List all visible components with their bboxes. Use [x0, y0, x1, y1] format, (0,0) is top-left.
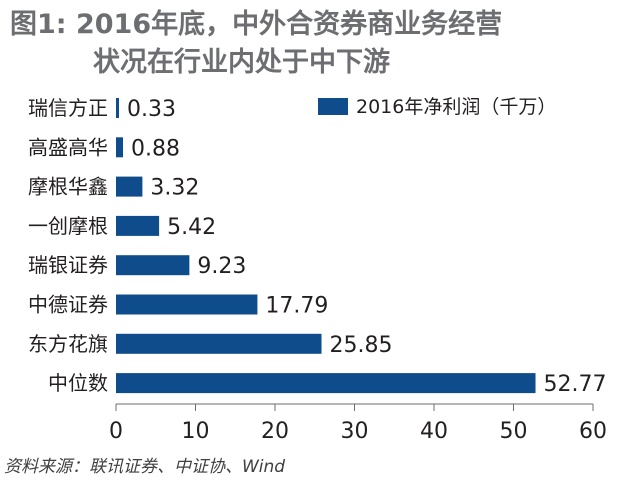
data-label: 0.88	[131, 136, 180, 161]
category-label: 中位数	[48, 371, 108, 395]
category-label: 摩根华鑫	[28, 175, 108, 199]
category-label: 一创摩根	[28, 214, 108, 238]
data-label: 5.42	[167, 215, 216, 240]
bar	[116, 98, 119, 118]
bar	[116, 215, 160, 236]
x-tick-label: 40	[420, 419, 448, 444]
data-label: 17.79	[265, 294, 328, 319]
x-tick-label: 50	[500, 419, 528, 444]
category-label: 东方花旗	[28, 332, 108, 356]
title-line-2: 状况在行业内处于中下游	[93, 47, 390, 78]
data-label: 3.32	[150, 176, 199, 201]
data-label: 0.33	[127, 97, 176, 122]
data-label: 25.85	[330, 333, 393, 358]
legend-label: 2016年净利润（千万）	[356, 96, 556, 118]
x-tick-label: 10	[182, 419, 210, 444]
x-tick-label: 60	[579, 419, 607, 444]
bar	[116, 176, 143, 197]
x-tick-label: 20	[261, 419, 289, 444]
legend-swatch	[318, 98, 348, 115]
bar	[116, 333, 322, 354]
source-note: 资料来源：联讯证券、中证协、Wind	[4, 457, 286, 477]
title-line-1: 图1: 2016年底，中外合资券商业务经营	[10, 9, 503, 40]
data-label: 52.77	[544, 372, 607, 397]
bar	[116, 137, 123, 158]
category-label: 瑞银证券	[28, 253, 108, 277]
data-label: 9.23	[197, 254, 246, 279]
bar	[116, 373, 536, 394]
bar	[116, 255, 190, 276]
x-tick-label: 0	[109, 419, 123, 444]
x-tick-label: 30	[341, 419, 369, 444]
bars-group: 瑞信方正 0.33 高盛高华 0.88 摩根华鑫 3.32 一创摩根 5.42 瑞银证券 9.23…	[28, 96, 607, 397]
category-label: 高盛高华	[28, 135, 108, 159]
bar	[116, 294, 258, 315]
category-label: 中德证券	[28, 293, 108, 317]
x-axis: 0 10 20 30 40 50 60	[109, 403, 607, 444]
legend: 2016年净利润（千万）	[318, 96, 556, 118]
category-label: 瑞信方正	[28, 96, 108, 120]
chart-title: 图1: 2016年底，中外合资券商业务经营 状况在行业内处于中下游	[10, 6, 502, 82]
